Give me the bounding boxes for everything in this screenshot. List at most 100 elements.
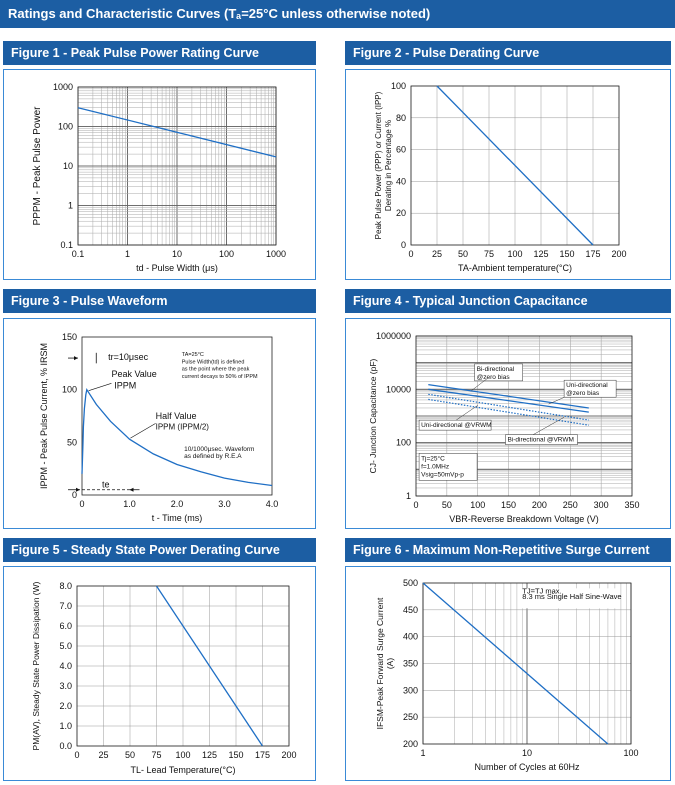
f2-x-tick-label: 75	[484, 249, 494, 259]
page-header-title: Ratings and Characteristic Curves (Tₐ=25…	[8, 6, 431, 21]
f3-series-0	[81, 387, 273, 487]
f3-y-tick-label: 50	[67, 437, 77, 447]
f4-label-bi-vrwm-box	[505, 434, 578, 445]
f4-series-1	[428, 388, 589, 413]
f3-annotation-peak-2: IPPM	[114, 381, 136, 391]
figure-3-chart: 0 1.0 2.0 3.0 4.0 0 50 100 150 t - Time (ms) IPPM …	[39, 332, 278, 523]
f4-label-uni-vrwm-box	[418, 419, 492, 431]
f5-y-axis-label: PM(AV), Steady State Power Dissipation (…	[31, 581, 41, 750]
f3-y-axis-label: IPPM - Peak Pulse Current, % IRSM	[39, 343, 49, 489]
f4-y-tick-label: 10000	[386, 384, 411, 394]
f1-y-tick-label: 0.1	[60, 240, 73, 250]
f1-x-tick-label: 0.1	[72, 249, 85, 259]
f6-y-tick-label: 300	[403, 685, 418, 695]
f3-annotation-te: te	[102, 480, 110, 490]
f2-x-tick-label: 150	[559, 249, 574, 259]
f4-x-tick-label: 250	[563, 500, 578, 510]
figure-4-title: Figure 4 - Typical Junction Capacitance	[345, 289, 671, 313]
f5-x-tick-label: 175	[255, 750, 270, 760]
f4-y-tick-label: 100	[396, 438, 411, 448]
f4-label-conditions-0: Tj=25°C	[421, 454, 445, 462]
f4-leader-2	[548, 397, 565, 405]
f3-peak-leader	[88, 383, 112, 392]
f1-x-tick-label: 1	[125, 249, 130, 259]
f6-y-tick-label: 450	[403, 605, 418, 615]
f5-x-tick-label: 150	[228, 750, 243, 760]
figure-3-title-text: Figure 3 - Pulse Waveform	[11, 294, 168, 308]
f6-annotation-cond-2: 8.3 ms Single Half Sine-Wave	[522, 592, 621, 601]
f4-series-2	[428, 393, 589, 421]
figure-3-title: Figure 3 - Pulse Waveform	[3, 289, 316, 313]
f2-x-tick-label: 25	[432, 249, 442, 259]
f4-x-tick-label: 350	[624, 500, 639, 510]
f3-annotation-half-1: Half Value	[156, 411, 197, 421]
figure-4-title-text: Figure 4 - Typical Junction Capacitance	[353, 294, 588, 308]
f6-x-tick-label: 10	[522, 748, 532, 758]
f5-x-tick-label: 75	[151, 750, 161, 760]
figure-2-title-text: Figure 2 - Pulse Derating Curve	[353, 46, 540, 60]
f6-x-tick-label: 100	[623, 748, 638, 758]
f3-x-tick-label: 2.0	[171, 499, 184, 509]
f2-y-tick-label: 100	[391, 81, 406, 91]
f3-annotation-peak-1: Peak Value	[111, 369, 156, 379]
f5-x-tick-label: 200	[281, 750, 296, 760]
f2-y-tick-label: 80	[396, 113, 406, 123]
f2-x-tick-label: 0	[408, 249, 413, 259]
figure-1-chart: 0.1 1 10 100 1000 0.1 1 10 100 1000 td - Pulse Wid…	[32, 82, 286, 273]
f4-label-conditions-1: f=1.0MHz	[421, 463, 449, 470]
f1-y-tick-label: 1	[68, 201, 73, 211]
f3-wave-1: 10/1000μsec. Waveform	[184, 446, 254, 453]
f3-note-2: Pulse Width(td) is defined	[182, 359, 245, 365]
f1-series-0	[77, 107, 277, 158]
f5-y-tick-label: 3.0	[59, 681, 72, 691]
f4-x-tick-label: 0	[413, 500, 418, 510]
f3-x-tick-label: 0	[79, 499, 84, 509]
f2-plot-border	[410, 85, 620, 246]
f3-te-arrowhead-left	[76, 487, 80, 492]
f5-y-tick-label: 6.0	[59, 621, 72, 631]
f5-y-tick-label: 2.0	[59, 701, 72, 711]
f3-note-4: current decays to 50% of IPPM	[182, 374, 258, 380]
f5-x-tick-label: 100	[175, 750, 190, 760]
f4-label-conditions-2: Vsig=50mVp-p	[421, 471, 464, 478]
f6-y-tick-label: 350	[403, 659, 418, 669]
f3-tr-arrowhead	[74, 356, 78, 361]
f3-note-3: as the point where the peak	[182, 367, 250, 373]
f6-x-tick-label: 1	[420, 748, 425, 758]
f4-y-tick-label: 1000000	[376, 331, 411, 341]
f3-y-tick-label: 150	[62, 332, 77, 342]
f4-label-bi-zero-1: @zero bias	[477, 374, 511, 381]
f5-x-tick-label: 25	[98, 750, 108, 760]
f4-label-conditions-box	[418, 453, 478, 481]
f2-x-tick-label: 200	[611, 249, 626, 259]
f4-label-bi-zero-box	[474, 363, 523, 382]
f4-x-tick-label: 300	[594, 500, 609, 510]
f4-x-tick-label: 150	[501, 500, 516, 510]
figure-6-chart: 1 10 100 200 250 300 350 400 450 500 Number of Cyc…	[375, 578, 639, 772]
f2-x-tick-label: 100	[507, 249, 522, 259]
f5-y-tick-label: 1.0	[59, 721, 72, 731]
f4-label-uni-zero-0: Uni-directional	[566, 382, 608, 389]
figure-4-frame	[345, 318, 671, 529]
f3-x-tick-label: 4.0	[266, 499, 279, 509]
f4-x-tick-label: 100	[470, 500, 485, 510]
f3-x-tick-label: 1.0	[123, 499, 136, 509]
page-header: Ratings and Characteristic Curves (Tₐ=25…	[0, 0, 675, 28]
f1-x-tick-label: 10	[172, 249, 182, 259]
f1-plot-border	[77, 86, 277, 246]
f6-y-axis-label: IFSM-Peak Forward Surge Current	[375, 597, 385, 729]
f4-x-axis-label: VBR-Reverse Breakdown Voltage (V)	[449, 514, 599, 524]
figure-4-chart: 0 50 100 150 200 250 300 350 1 100 10000 1000000 VBR…	[368, 331, 640, 524]
f1-y-tick-label: 1000	[53, 82, 73, 92]
f5-y-tick-label: 4.0	[59, 661, 72, 671]
f5-y-tick-label: 7.0	[59, 601, 72, 611]
figure-2-chart: 0 25 50 75 100 125 150 175 200 0 20 40 60 80 100 TA-Amb…	[374, 81, 627, 273]
f6-conditions-box	[519, 588, 620, 609]
f4-label-uni-vrwm-0: Uni-directional @VRWM	[421, 422, 491, 429]
f3-annotation-tr: tr=10μsec	[108, 352, 148, 362]
figure-2-title: Figure 2 - Pulse Derating Curve	[345, 41, 671, 65]
f2-x-axis-label: TA-Ambient temperature(°C)	[458, 263, 572, 273]
f5-x-tick-label: 50	[125, 750, 135, 760]
figure-5-chart: 0 25 50 75 100 125 150 175 200 0.0 1.0 2.0 3.0 4.0 5.0…	[31, 581, 297, 775]
